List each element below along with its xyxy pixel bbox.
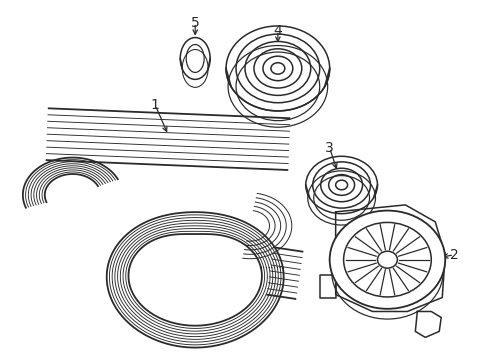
Ellipse shape	[186, 45, 203, 72]
Ellipse shape	[329, 211, 444, 309]
Ellipse shape	[180, 37, 210, 80]
Text: 2: 2	[449, 248, 458, 262]
Text: 5: 5	[190, 15, 199, 30]
Text: 4: 4	[273, 23, 282, 37]
Text: 3: 3	[325, 141, 333, 155]
Text: 1: 1	[151, 98, 160, 112]
